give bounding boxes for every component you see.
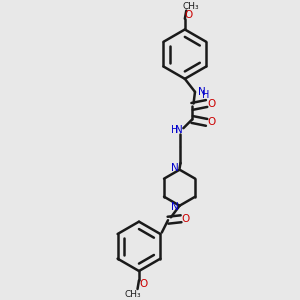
Text: N: N	[171, 163, 179, 173]
Text: CH₃: CH₃	[182, 2, 199, 11]
Text: O: O	[139, 279, 147, 289]
Text: O: O	[182, 214, 190, 224]
Text: N: N	[171, 202, 179, 212]
Text: O: O	[207, 98, 216, 109]
Text: CH₃: CH₃	[125, 290, 142, 299]
Text: H: H	[171, 125, 178, 136]
Text: N: N	[197, 88, 205, 98]
Text: N: N	[176, 125, 183, 136]
Text: O: O	[184, 10, 192, 20]
Text: H: H	[202, 90, 210, 100]
Text: O: O	[207, 117, 216, 128]
